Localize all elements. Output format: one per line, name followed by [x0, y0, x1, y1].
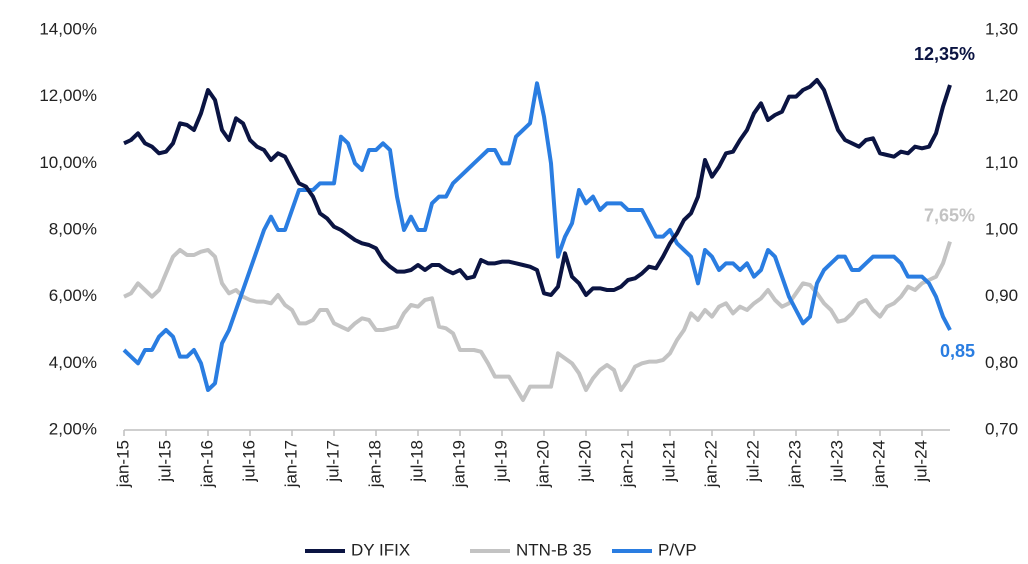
- x-tick-label: jan-15: [113, 440, 132, 488]
- y-tick-label: 8,00%: [49, 219, 97, 238]
- x-tick-label: jan-23: [785, 440, 804, 488]
- series-line: [122, 81, 952, 392]
- x-tick-label: jan-24: [869, 440, 888, 488]
- x-tick-label: jan-19: [449, 440, 468, 488]
- x-tick-label: jul-24: [911, 440, 930, 483]
- y-tick-label: 12,00%: [39, 86, 97, 105]
- x-tick-label: jan-22: [701, 440, 720, 488]
- y2-tick-label: 1,20: [985, 86, 1018, 105]
- series-line: [123, 78, 952, 297]
- y2-tick-label: 1,10: [985, 153, 1018, 172]
- series-line: [123, 241, 952, 402]
- y-tick-label: 6,00%: [49, 286, 97, 305]
- x-tick-label: jan-16: [197, 440, 216, 488]
- x-tick-label: jul-21: [659, 440, 678, 483]
- y-tick-label: 4,00%: [49, 353, 97, 372]
- y2-tick-label: 0,90: [985, 286, 1018, 305]
- value-label: 12,35%: [914, 44, 975, 64]
- value-label: 7,65%: [924, 205, 975, 225]
- x-tick-label: jul-23: [827, 440, 846, 483]
- legend-label: DY IFIX: [351, 540, 410, 559]
- x-tick-label: jan-21: [617, 440, 636, 488]
- value-label: 0,85: [940, 341, 975, 361]
- x-tick-label: jan-18: [365, 440, 384, 488]
- legend-label: NTN-B 35: [516, 540, 592, 559]
- x-tick-label: jul-19: [491, 440, 510, 483]
- x-tick-label: jul-16: [239, 440, 258, 483]
- x-tick-label: jul-17: [323, 440, 342, 483]
- y2-tick-label: 1,30: [985, 19, 1018, 38]
- y2-tick-label: 1,00: [985, 219, 1018, 238]
- y-tick-label: 14,00%: [39, 19, 97, 38]
- legend-label: P/VP: [658, 540, 697, 559]
- y2-tick-label: 0,70: [985, 419, 1018, 438]
- x-tick-label: jul-22: [743, 440, 762, 483]
- x-tick-label: jan-17: [281, 440, 300, 488]
- x-tick-label: jul-18: [407, 440, 426, 483]
- x-tick-label: jul-15: [155, 440, 174, 483]
- x-tick-label: jul-20: [575, 440, 594, 483]
- y-tick-label: 10,00%: [39, 153, 97, 172]
- x-tick-label: jan-20: [533, 440, 552, 488]
- y2-tick-label: 0,80: [985, 353, 1018, 372]
- y-tick-label: 2,00%: [49, 419, 97, 438]
